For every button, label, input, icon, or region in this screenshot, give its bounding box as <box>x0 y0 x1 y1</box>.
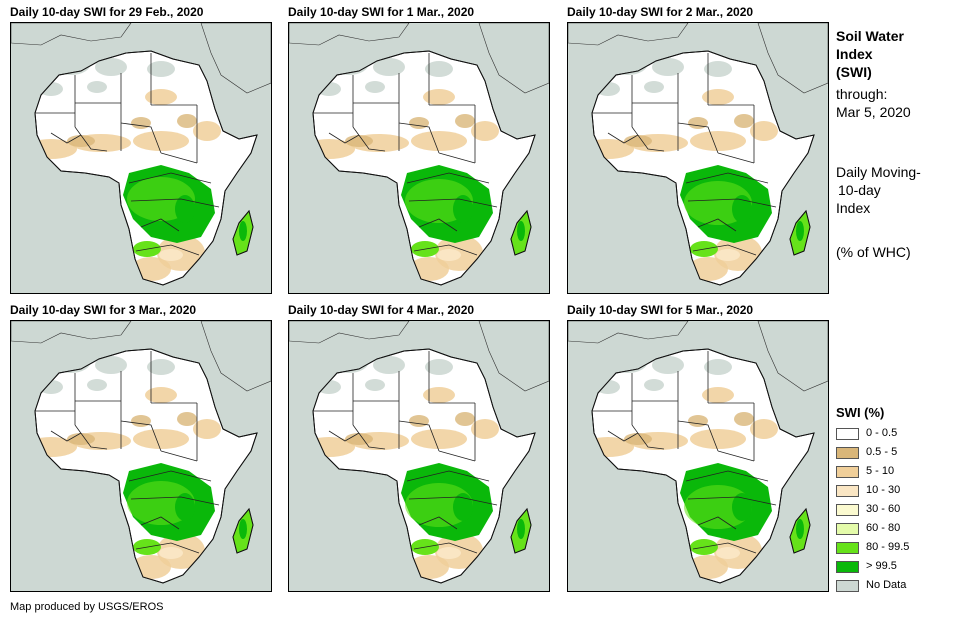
desc-line1: Daily Moving- <box>836 164 921 180</box>
legend-swatch <box>836 466 859 478</box>
through-date: Mar 5, 2020 <box>836 104 911 120</box>
africa-map <box>289 321 549 584</box>
legend-label: No Data <box>866 579 907 591</box>
legend-swatch <box>836 504 859 516</box>
legend-item: 5 - 10 <box>836 463 956 481</box>
map-panel-3: Daily 10-day SWI for 2 Mar., 2020 <box>567 4 829 294</box>
map-panel-1: Daily 10-day SWI for 29 Feb., 2020 <box>10 4 272 294</box>
legend-item: 80 - 99.5 <box>836 539 956 557</box>
credit-text: Map produced by USGS/EROS <box>10 601 164 613</box>
legend-label: 10 - 30 <box>866 484 901 496</box>
legend-item: 0 - 0.5 <box>836 425 956 443</box>
legend-swatch <box>836 580 859 592</box>
legend-item: 60 - 80 <box>836 520 956 538</box>
map-frame <box>10 22 272 294</box>
panel-title: Daily 10-day SWI for 1 Mar., 2020 <box>288 5 475 19</box>
legend-item: No Data <box>836 577 956 595</box>
map-frame <box>288 320 550 592</box>
africa-map <box>289 23 549 286</box>
map-panel-5: Daily 10-day SWI for 4 Mar., 2020 <box>288 302 550 592</box>
legend-swatch <box>836 485 859 497</box>
side-title-line2: Index <box>836 46 873 62</box>
panel-title: Daily 10-day SWI for 3 Mar., 2020 <box>10 303 197 317</box>
map-panel-6: Daily 10-day SWI for 5 Mar., 2020 <box>567 302 829 592</box>
legend-label: 60 - 80 <box>866 522 901 534</box>
through-block: through: Mar 5, 2020 <box>836 85 961 121</box>
side-title-line3: (SWI) <box>836 64 872 80</box>
legend-label: 80 - 99.5 <box>866 541 910 553</box>
description-block: Daily Moving- 10-day Index <box>836 163 961 217</box>
panel-title: Daily 10-day SWI for 5 Mar., 2020 <box>567 303 754 317</box>
map-frame <box>567 22 829 294</box>
africa-map <box>11 321 271 584</box>
side-title-line1: Soil Water <box>836 28 904 44</box>
panel-title: Daily 10-day SWI for 2 Mar., 2020 <box>567 5 754 19</box>
africa-map <box>11 23 271 286</box>
africa-map <box>568 321 828 584</box>
through-label: through: <box>836 86 888 102</box>
unit-label: (% of WHC) <box>836 244 911 260</box>
desc-line3: Index <box>836 200 871 216</box>
legend-swatch <box>836 523 859 535</box>
map-frame <box>288 22 550 294</box>
legend-swatch <box>836 428 859 440</box>
map-panel-4: Daily 10-day SWI for 3 Mar., 2020 <box>10 302 272 592</box>
map-panel-2: Daily 10-day SWI for 1 Mar., 2020 <box>288 4 550 294</box>
legend-label: 0.5 - 5 <box>866 446 898 458</box>
side-title: Soil Water Index (SWI) <box>836 27 961 81</box>
legend-label: 5 - 10 <box>866 465 895 477</box>
legend-label: > 99.5 <box>866 560 897 572</box>
africa-map <box>568 23 828 286</box>
legend-label: 30 - 60 <box>866 503 901 515</box>
map-frame <box>10 320 272 592</box>
legend-item: > 99.5 <box>836 558 956 576</box>
legend-swatch <box>836 561 859 573</box>
desc-line2: 10-day <box>838 182 881 198</box>
panel-title: Daily 10-day SWI for 29 Feb., 2020 <box>10 5 204 19</box>
legend-swatch <box>836 447 859 459</box>
panel-title: Daily 10-day SWI for 4 Mar., 2020 <box>288 303 475 317</box>
legend-swatch <box>836 542 859 554</box>
legend-item: 30 - 60 <box>836 501 956 519</box>
legend-label: 0 - 0.5 <box>866 427 898 439</box>
legend-title: SWI (%) <box>836 405 885 420</box>
map-frame <box>567 320 829 592</box>
legend-item: 10 - 30 <box>836 482 956 500</box>
legend-item: 0.5 - 5 <box>836 444 956 462</box>
